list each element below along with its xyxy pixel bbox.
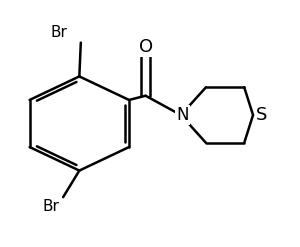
- Text: Br: Br: [43, 199, 60, 214]
- Text: S: S: [256, 106, 268, 124]
- Text: O: O: [139, 39, 153, 57]
- Text: N: N: [176, 106, 189, 124]
- Text: Br: Br: [50, 25, 67, 41]
